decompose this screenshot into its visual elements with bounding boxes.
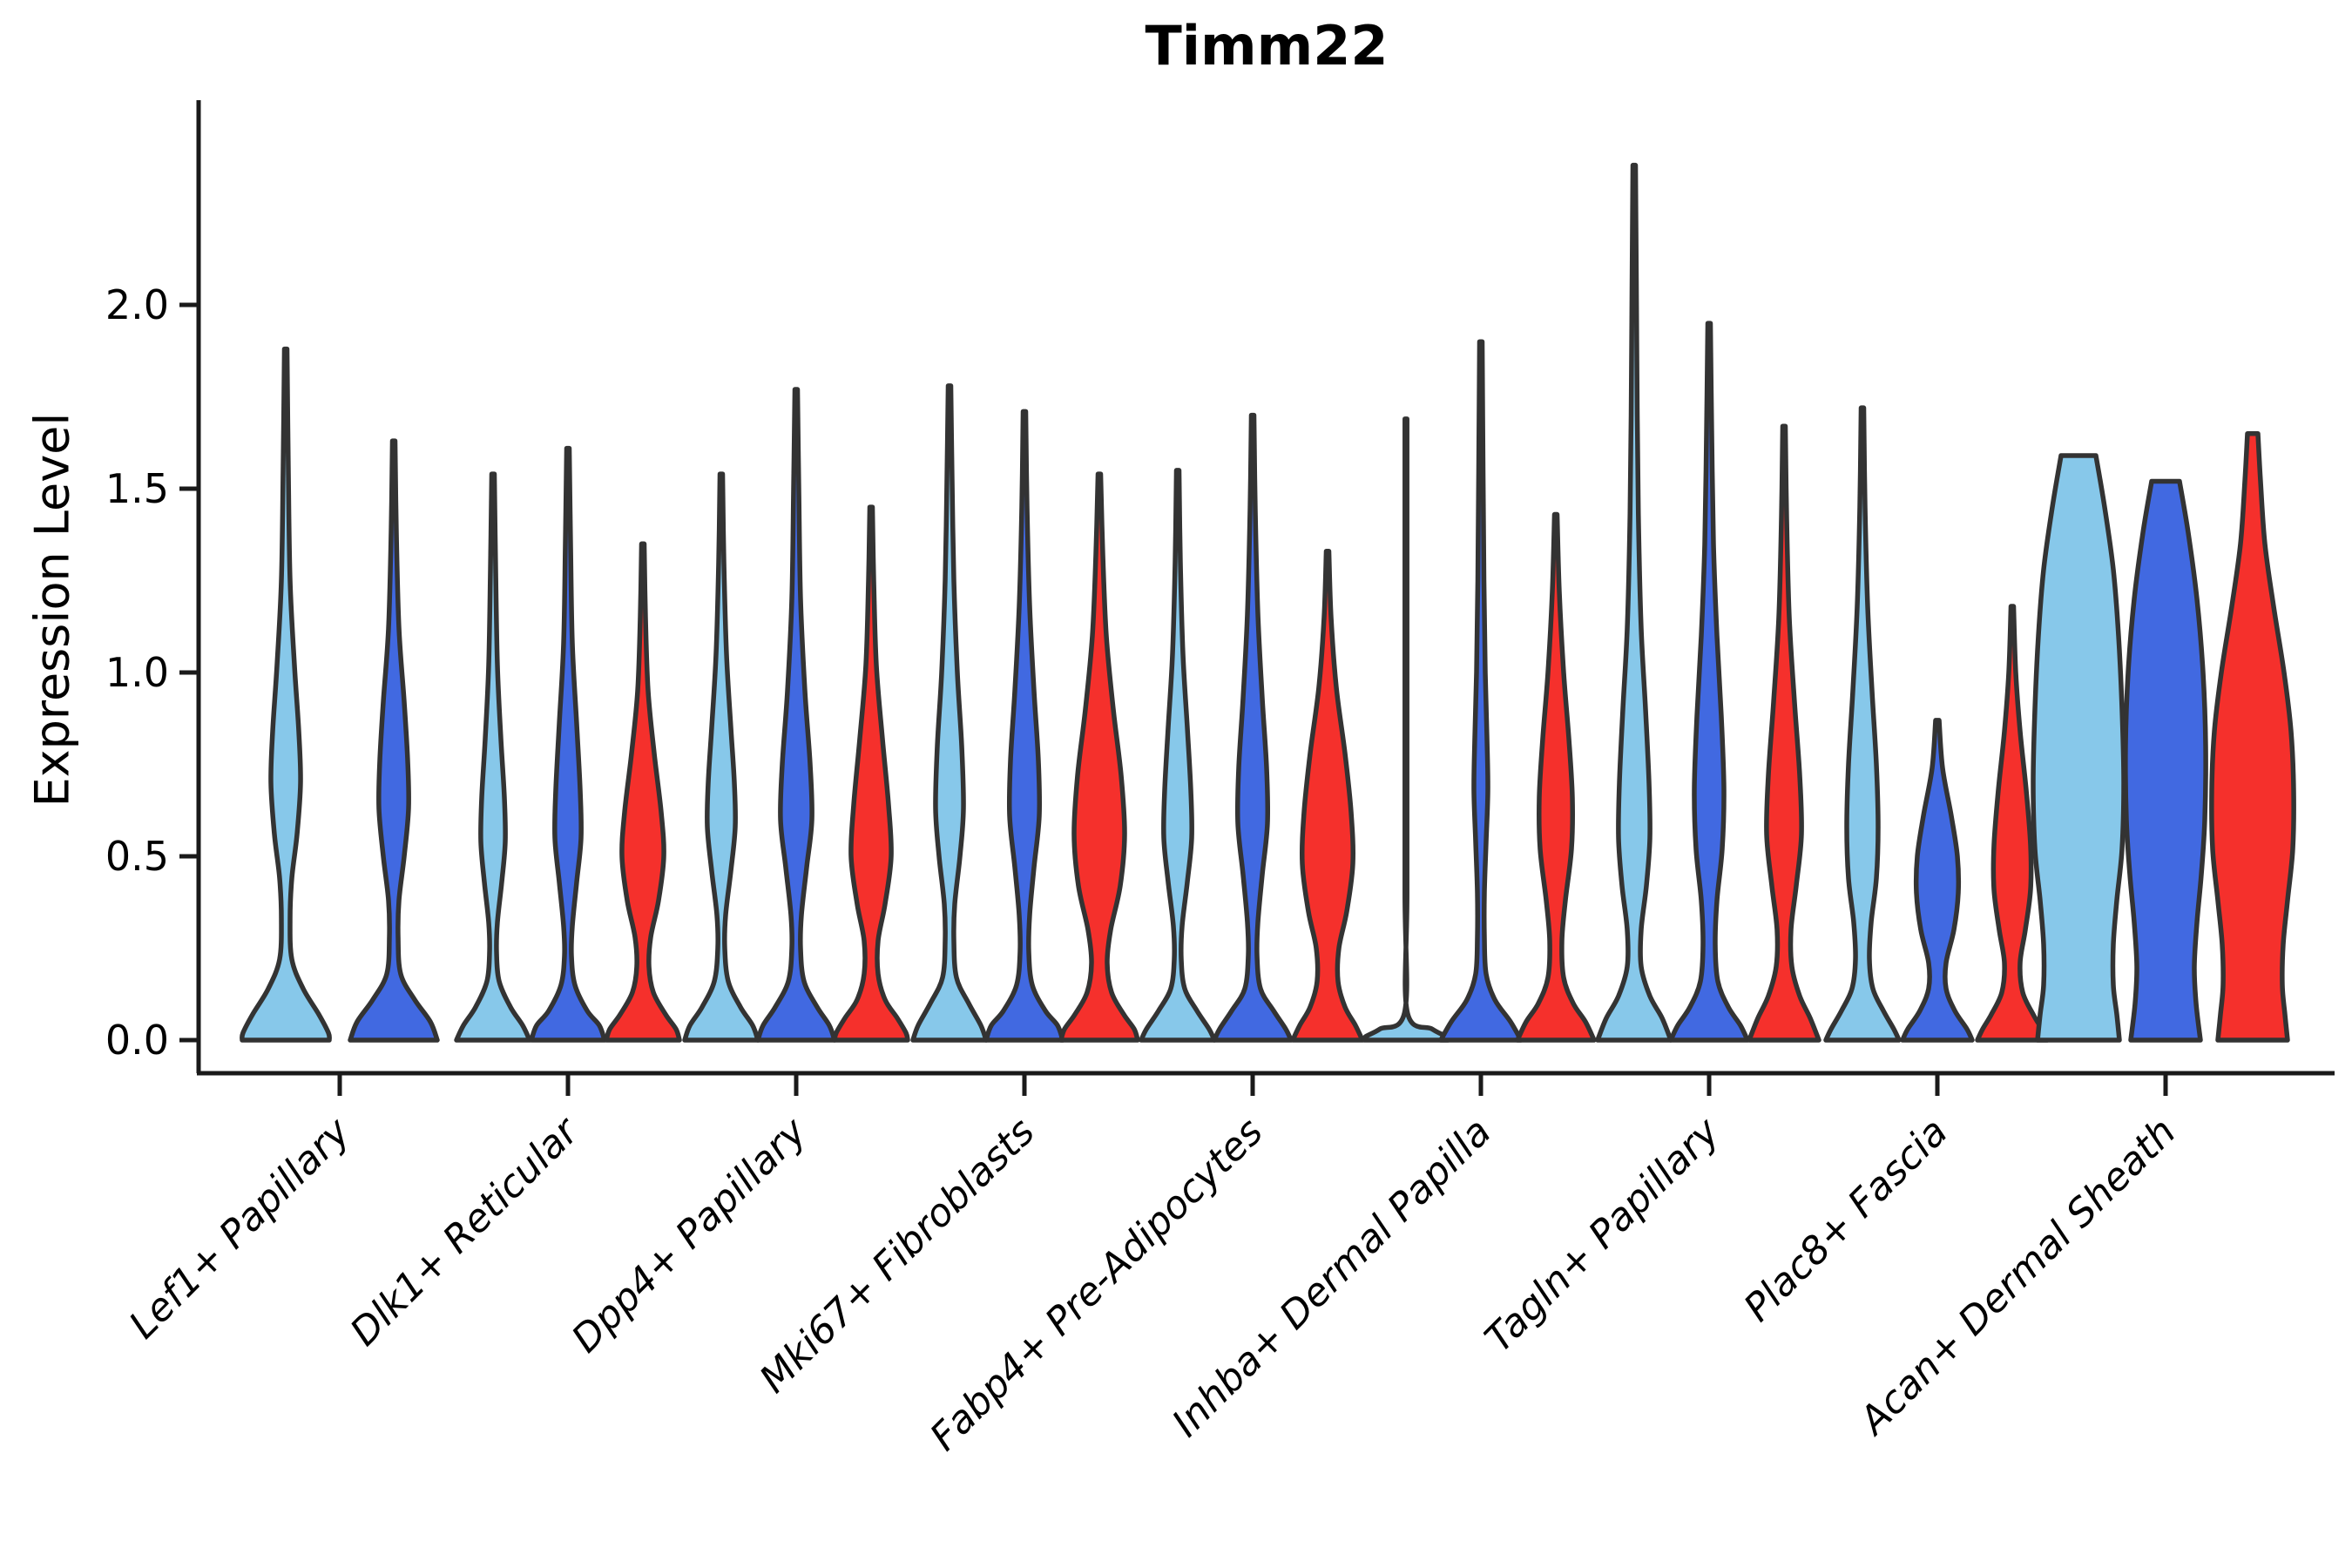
violin-blue (348, 438, 440, 1043)
y-tick-label: 1.5 (105, 465, 169, 512)
violin-light_blue (454, 471, 532, 1043)
y-tick-label: 1.0 (105, 649, 169, 696)
violin-red (1515, 511, 1597, 1043)
violin-light_blue (910, 383, 989, 1043)
violin-red (1975, 604, 2050, 1043)
y-tick-label: 0.0 (105, 1017, 169, 1064)
violin-red (604, 541, 682, 1043)
violin-red (1747, 423, 1821, 1043)
violin-blue (529, 445, 607, 1043)
violin-light_blue (1362, 416, 1450, 1043)
violin-blue (755, 387, 837, 1043)
violin-blue (1212, 412, 1294, 1043)
violin-light_blue (1595, 162, 1673, 1043)
violin-blue (1438, 339, 1524, 1043)
violin-red (2209, 430, 2296, 1043)
violin-light_blue (240, 346, 332, 1043)
y-tick-label: 0.5 (105, 833, 169, 880)
violin-light_blue (1139, 468, 1217, 1043)
violin-blue (1668, 321, 1750, 1043)
violin-blue (983, 409, 1065, 1043)
x-category-label: Dlk1+ Reticular (341, 1108, 588, 1355)
violin-light_blue (1823, 405, 1902, 1043)
violin-light_blue (682, 471, 760, 1043)
chart-title: Timm22 (1145, 14, 1389, 78)
x-category-label: Dpp4+ Papillary (564, 1109, 816, 1362)
y-axis-label: Expression Level (24, 412, 80, 808)
violin-blue (2123, 478, 2208, 1043)
x-category-label: Lef1+ Papillary (121, 1109, 360, 1348)
x-category-label: Plac8+ Fascia (1735, 1110, 1956, 1330)
violin-blue (1900, 718, 1975, 1043)
y-tick-label: 2.0 (105, 281, 169, 328)
violin-light_blue (2031, 453, 2126, 1043)
violin-red (832, 504, 910, 1043)
violin-red (1058, 471, 1140, 1043)
x-category-label: Tagln+ Papillary (1477, 1109, 1728, 1361)
violin-red (1290, 548, 1365, 1043)
